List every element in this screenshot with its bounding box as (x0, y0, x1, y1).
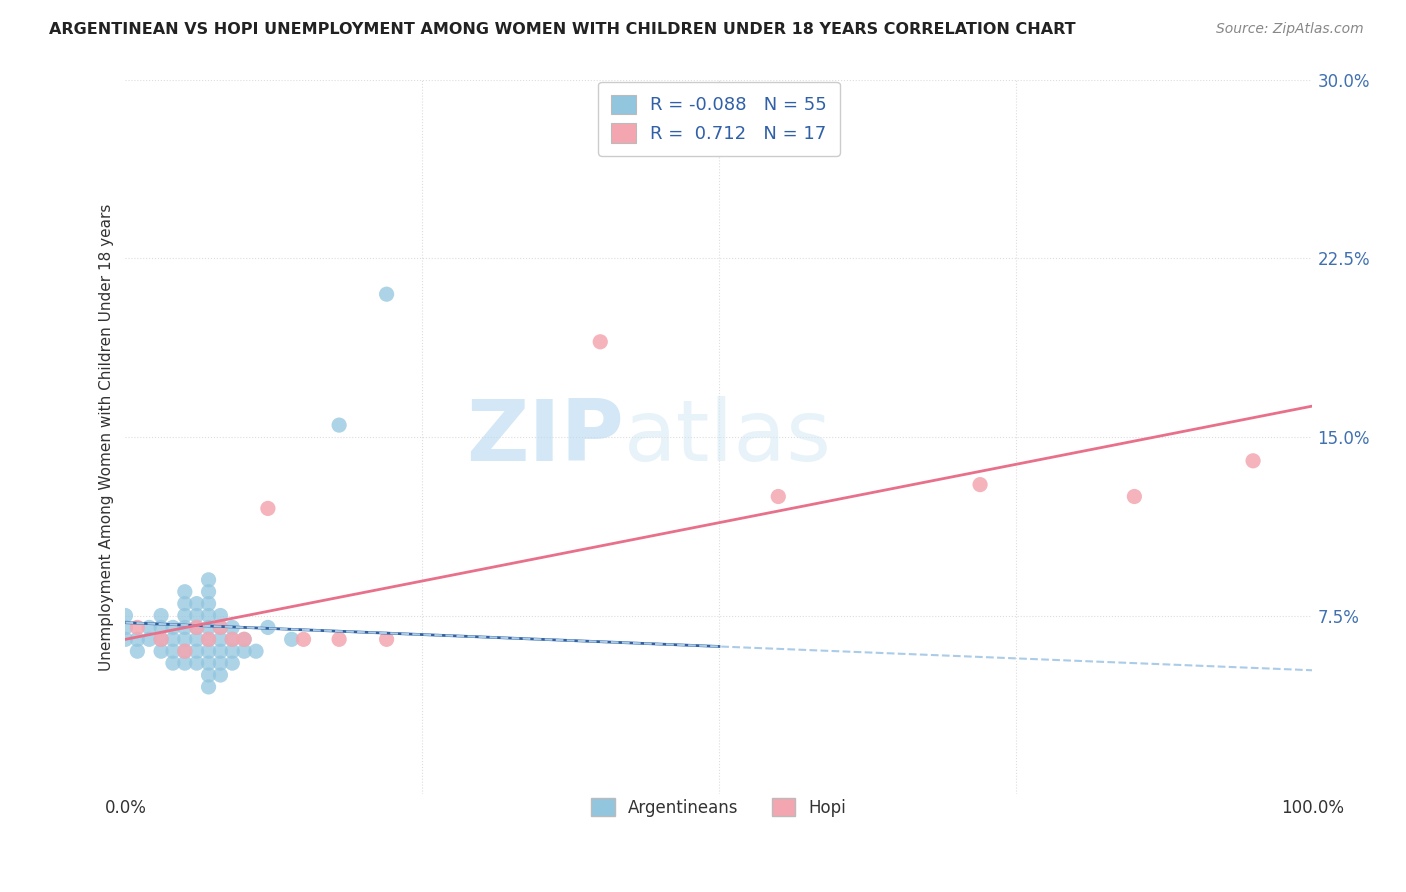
Point (197, 573, 219, 587)
Point (209, 668, 232, 682)
Point (197, 644, 219, 658)
Point (127, 632, 149, 647)
Legend: Argentineans, Hopi: Argentineans, Hopi (583, 789, 855, 825)
Point (233, 632, 256, 647)
Point (768, 490, 790, 504)
Text: Source: ZipAtlas.com: Source: ZipAtlas.com (1216, 22, 1364, 37)
Point (173, 656, 195, 670)
Text: atlas: atlas (624, 395, 832, 478)
Point (186, 597, 208, 611)
Point (150, 644, 173, 658)
Point (233, 632, 256, 647)
Point (221, 656, 243, 670)
Point (375, 287, 398, 301)
Point (150, 608, 173, 623)
Point (209, 620, 232, 634)
Point (1123, 490, 1146, 504)
Point (245, 644, 267, 658)
Point (209, 644, 232, 658)
Point (197, 620, 219, 634)
Point (173, 620, 195, 634)
Point (138, 632, 160, 647)
Point (221, 632, 243, 647)
Text: ARGENTINEAN VS HOPI UNEMPLOYMENT AMONG WOMEN WITH CHILDREN UNDER 18 YEARS CORREL: ARGENTINEAN VS HOPI UNEMPLOYMENT AMONG W… (49, 22, 1076, 37)
Point (375, 632, 398, 647)
Point (114, 632, 136, 647)
Point (209, 656, 232, 670)
Point (114, 608, 136, 623)
Point (173, 632, 195, 647)
Point (209, 632, 232, 647)
Point (150, 632, 173, 647)
Point (162, 644, 184, 658)
Point (162, 656, 184, 670)
Point (328, 632, 350, 647)
Point (221, 644, 243, 658)
Point (197, 632, 219, 647)
Point (186, 644, 208, 658)
Point (292, 632, 315, 647)
Point (138, 620, 160, 634)
Text: ZIP: ZIP (467, 395, 624, 478)
Point (589, 334, 612, 349)
Point (162, 620, 184, 634)
Point (209, 620, 232, 634)
Point (173, 644, 195, 658)
Point (186, 656, 208, 670)
Point (197, 656, 219, 670)
Point (173, 597, 195, 611)
Point (186, 620, 208, 634)
Point (257, 620, 280, 634)
Point (173, 584, 195, 599)
Point (197, 668, 219, 682)
Point (197, 680, 219, 694)
Y-axis label: Unemployment Among Women with Children Under 18 years: Unemployment Among Women with Children U… (100, 203, 114, 671)
Point (127, 620, 149, 634)
Point (221, 620, 243, 634)
Point (280, 632, 302, 647)
Point (186, 620, 208, 634)
Point (162, 632, 184, 647)
Point (197, 597, 219, 611)
Point (197, 584, 219, 599)
Point (328, 418, 350, 433)
Point (127, 644, 149, 658)
Point (233, 644, 256, 658)
Point (186, 608, 208, 623)
Point (209, 608, 232, 623)
Point (1241, 454, 1264, 468)
Point (197, 608, 219, 623)
Point (969, 477, 991, 491)
Point (150, 620, 173, 634)
Point (197, 632, 219, 647)
Point (257, 501, 280, 516)
Point (150, 632, 173, 647)
Point (173, 608, 195, 623)
Point (221, 632, 243, 647)
Point (186, 632, 208, 647)
Point (173, 644, 195, 658)
Point (114, 620, 136, 634)
